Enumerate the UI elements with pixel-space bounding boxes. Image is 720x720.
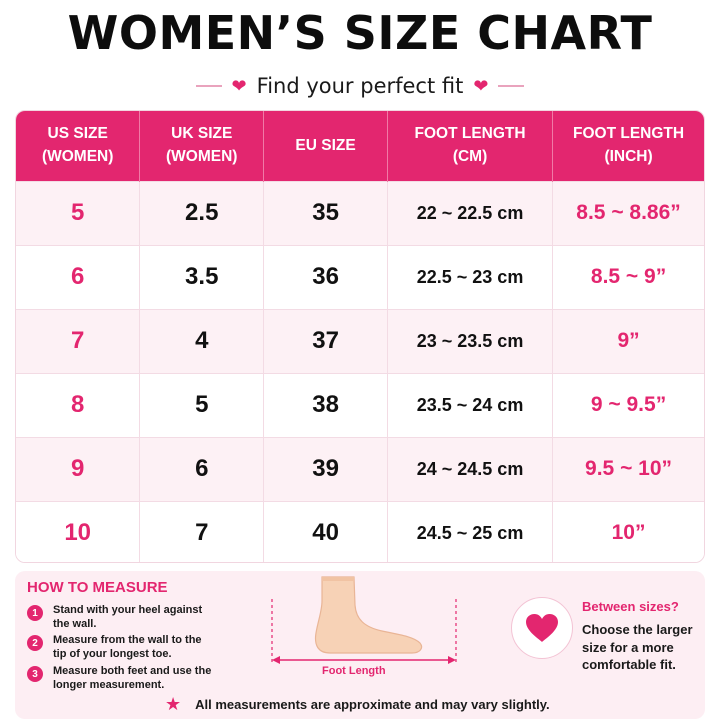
uk-size-cell: 6: [139, 436, 265, 501]
between-sizes-title: Between sizes?: [582, 599, 679, 614]
measure-step: 3 Measure both feet and use the longer m…: [27, 664, 217, 693]
subtitle-row: ❤ Find your perfect fit ❤: [0, 72, 720, 100]
header-line: (WOMEN): [166, 147, 238, 165]
table-row: 10 7 40 24.5 ~ 25 cm 10”: [16, 500, 704, 562]
foot-length-inch-cell: 8.5 ~ 9”: [552, 244, 704, 309]
uk-size-cell: 4: [139, 308, 265, 373]
measure-step: 1 Stand with your heel against the wall.: [27, 603, 217, 632]
page-title: WOMEN’S SIZE CHART: [67, 6, 653, 60]
us-size-cell: 8: [16, 372, 141, 437]
heart-icon: [526, 614, 558, 642]
us-size-cell: 6: [16, 244, 141, 309]
star-icon: ★: [165, 694, 182, 714]
uk-size-cell: 7: [139, 500, 265, 562]
heart-icon: ❤: [231, 76, 247, 96]
header-foot-length-cm: FOOT LENGTH (CM): [387, 111, 554, 181]
divider-line-left: [195, 85, 222, 87]
uk-size-cell: 3.5: [139, 244, 265, 309]
subtitle: Find your perfect fit: [256, 74, 464, 98]
step-number-badge: 1: [27, 605, 43, 621]
uk-size-cell: 5: [139, 372, 265, 437]
foot-length-cm-cell: 22.5 ~ 23 cm: [387, 244, 554, 309]
heart-icon: ❤: [473, 76, 489, 96]
us-size-cell: 10: [16, 500, 141, 562]
size-chart-table: US SIZE (WOMEN) UK SIZE (WOMEN) EU SIZE …: [15, 110, 705, 563]
foot-length-inch-cell: 10”: [552, 500, 704, 562]
between-sizes-text: Choose the larger size for a more comfor…: [582, 622, 693, 673]
eu-size-cell: 40: [263, 500, 388, 562]
table-row: 5 2.5 35 22 ~ 22.5 cm 8.5 ~ 8.86”: [16, 180, 704, 245]
table-row: 8 5 38 23.5 ~ 24 cm 9 ~ 9.5”: [16, 372, 704, 437]
header-uk-size: UK SIZE (WOMEN): [139, 111, 265, 181]
header-line: EU SIZE: [295, 136, 356, 154]
foot-length-label: Foot Length: [322, 665, 386, 677]
eu-size-cell: 39: [263, 436, 388, 501]
table-row: 9 6 39 24 ~ 24.5 cm 9.5 ~ 10”: [16, 436, 704, 501]
disclaimer-row: ★ All measurements are approximate and m…: [165, 695, 550, 713]
eu-size-cell: 38: [263, 372, 388, 437]
step-text: Stand with your heel against the wall.: [53, 604, 203, 631]
foot-length-cm-cell: 23.5 ~ 24 cm: [387, 372, 554, 437]
step-text: Measure both feet and use the longer mea…: [53, 665, 212, 692]
header-line: FOOT LENGTH: [573, 125, 685, 143]
foot-length-inch-cell: 9”: [552, 308, 704, 373]
measure-step: 2 Measure from the wall to the tip of yo…: [27, 633, 217, 662]
table-row: 7 4 37 23 ~ 23.5 cm 9”: [16, 308, 704, 373]
foot-length-inch-cell: 9 ~ 9.5”: [552, 372, 704, 437]
header-eu-size: EU SIZE: [263, 111, 388, 181]
header-line: FOOT LENGTH: [414, 125, 526, 143]
foot-illustration: Foot Length: [252, 571, 464, 691]
header-line: (INCH): [604, 147, 653, 165]
header-line: (WOMEN): [41, 147, 114, 165]
table-header-row: US SIZE (WOMEN) UK SIZE (WOMEN) EU SIZE …: [16, 111, 704, 181]
foot-icon: [271, 576, 457, 665]
us-size-cell: 9: [16, 436, 141, 501]
divider-line-right: [498, 85, 525, 87]
header-line: (CM): [452, 147, 488, 165]
foot-length-cm-cell: 22 ~ 22.5 cm: [387, 180, 554, 245]
step-number-badge: 2: [27, 635, 43, 651]
eu-size-cell: 35: [263, 180, 388, 245]
us-size-cell: 7: [16, 308, 141, 373]
eu-size-cell: 36: [263, 244, 388, 309]
uk-size-cell: 2.5: [139, 180, 265, 245]
foot-length-inch-cell: 8.5 ~ 8.86”: [552, 180, 704, 245]
header-line: US SIZE: [47, 125, 108, 143]
header-foot-length-inch: FOOT LENGTH (INCH): [552, 111, 704, 181]
foot-length-inch-cell: 9.5 ~ 10”: [552, 436, 704, 501]
eu-size-cell: 37: [263, 308, 388, 373]
heart-badge: [511, 597, 573, 659]
foot-length-cm-cell: 23 ~ 23.5 cm: [387, 308, 554, 373]
foot-length-cm-cell: 24 ~ 24.5 cm: [387, 436, 554, 501]
foot-length-cm-cell: 24.5 ~ 25 cm: [387, 500, 554, 562]
step-number-badge: 3: [27, 666, 43, 682]
header-us-size: US SIZE (WOMEN): [16, 111, 141, 181]
table-row: 6 3.5 36 22.5 ~ 23 cm 8.5 ~ 9”: [16, 244, 704, 309]
disclaimer-note: All measurements are approximate and may…: [195, 696, 550, 712]
step-text: Measure from the wall to the tip of your…: [53, 634, 202, 661]
header-line: UK SIZE: [171, 125, 233, 143]
how-to-measure-panel: HOW TO MEASURE 1 Stand with your heel ag…: [15, 571, 705, 719]
us-size-cell: 5: [16, 180, 141, 245]
how-to-measure-title: HOW TO MEASURE: [27, 579, 168, 596]
